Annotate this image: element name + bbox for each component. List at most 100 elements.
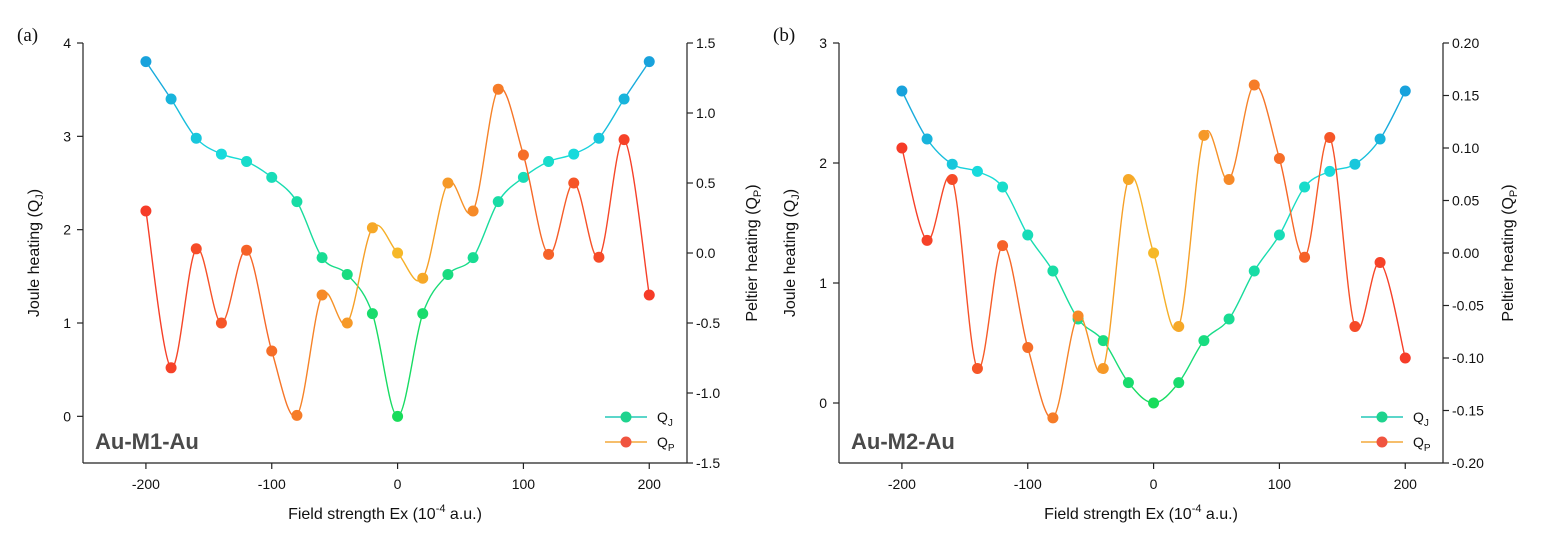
qj-point: [1349, 158, 1361, 170]
qp-line-segment: [1178, 135, 1205, 327]
qp-line-segment: [522, 154, 550, 256]
qp-point: [291, 409, 303, 421]
x-axis-title-tail: a.u.): [1201, 506, 1237, 523]
qj-point: [392, 410, 404, 422]
qj-point: [165, 93, 177, 105]
panel-label: (a): [17, 25, 38, 46]
qp-point: [1374, 256, 1386, 268]
x-axis-title-main: Field strength Ex (10: [288, 506, 436, 523]
qp-point: [517, 149, 529, 161]
qp-point: [946, 174, 958, 185]
legend-qj-sub: J: [1424, 418, 1429, 429]
qj-point: [618, 93, 630, 105]
y-axis-title-right: Peltier heating (QP): [744, 184, 764, 321]
qp-point: [1148, 247, 1160, 259]
y-tick-label-right: -0.15: [1452, 403, 1484, 419]
legend-qp-label: QP: [657, 434, 675, 454]
qj-point: [1047, 265, 1059, 277]
y-tick-label-left: 1: [63, 315, 71, 331]
sample-name: Au-M1-Au: [95, 429, 199, 454]
qj-point: [241, 156, 253, 168]
y-tick-label-left: 3: [819, 35, 827, 51]
qp-point: [442, 177, 454, 189]
qp-point: [1122, 174, 1134, 185]
qp-point: [266, 345, 278, 357]
qj-point: [1122, 377, 1134, 389]
qp-point: [1223, 174, 1235, 185]
y-axis-title-left-main: Joule heating (Q: [782, 200, 799, 317]
qj-point: [467, 252, 479, 264]
qj-point: [215, 148, 227, 160]
qp-line-segment: [170, 248, 197, 369]
qj-point: [266, 171, 278, 183]
qj-point: [643, 56, 655, 68]
x-tick-label: 0: [394, 476, 402, 492]
qp-line-segment: [1102, 179, 1130, 369]
y-axis-title-right-main: Peltier heating (Q: [744, 197, 761, 322]
qj-point: [1223, 313, 1235, 325]
y-tick-label-left: 2: [63, 222, 71, 238]
qp-line-segment: [573, 182, 600, 258]
y-tick-label-right: -1.5: [696, 455, 720, 471]
qp-line-segment: [901, 147, 928, 241]
x-tick-label: -100: [1014, 476, 1042, 492]
legend-qp-sub: P: [668, 443, 675, 454]
y-axis-title-right: Peltier heating (QP): [1500, 184, 1520, 321]
qj-line-segment: [1228, 270, 1255, 320]
y-axis-title-right-sub: P: [752, 190, 764, 197]
x-axis-title-main: Field strength Ex (10: [1044, 506, 1192, 523]
qp-line-segment: [1354, 261, 1381, 331]
y-tick-label-left: 0: [63, 408, 71, 424]
qj-line-segment: [170, 98, 197, 139]
qp-point: [316, 289, 328, 301]
qp-line-segment: [1379, 261, 1406, 359]
qp-point: [492, 83, 504, 95]
legend-qp-marker: [1376, 436, 1388, 448]
qj-line-segment: [145, 61, 172, 100]
panel-label: (b): [773, 25, 795, 46]
qp-line-segment: [1027, 347, 1054, 419]
y-tick-label-right: 0.20: [1452, 35, 1479, 51]
qp-line-segment: [1278, 158, 1306, 258]
qj-point: [997, 181, 1009, 193]
qp-point: [1072, 310, 1084, 322]
qp-point: [921, 234, 933, 246]
qj-line-segment: [1178, 340, 1205, 384]
qp-line-segment: [271, 350, 298, 418]
qp-line-segment: [1253, 84, 1281, 159]
qj-point: [316, 252, 328, 264]
qp-point: [593, 251, 605, 263]
y-axis-title-left-main: Joule heating (Q: [26, 200, 43, 317]
y-axis-title-left-tail: ): [26, 189, 43, 194]
qj-point: [190, 132, 202, 144]
y-tick-label-left: 3: [63, 128, 71, 144]
y-axis-title-left-tail: ): [782, 189, 799, 194]
y-tick-label-right: 0.00: [1452, 245, 1479, 261]
y-tick-label-left: 2: [819, 155, 827, 171]
qp-line-segment: [497, 87, 525, 156]
y-tick-label-right: 1.5: [696, 35, 716, 51]
qp-line-segment: [472, 88, 499, 212]
legend-qj-label: QJ: [1413, 409, 1429, 429]
x-axis-title-exponent: -4: [1192, 503, 1202, 515]
qp-point: [1047, 412, 1059, 424]
legend-qj-marker: [620, 411, 632, 423]
qp-point: [643, 289, 655, 301]
x-tick-label: -200: [888, 476, 916, 492]
qj-point: [1324, 165, 1336, 177]
qp-point: [896, 142, 908, 154]
qj-line-segment: [296, 201, 323, 259]
qj-point: [1374, 133, 1386, 145]
qj-line-segment: [623, 61, 650, 100]
qp-point: [1248, 79, 1260, 91]
qp-point: [997, 240, 1009, 252]
x-tick-label: 200: [1394, 476, 1418, 492]
x-axis-title: Field strength Ex (10-4 a.u.): [1044, 503, 1238, 523]
legend-qp-sub: P: [1424, 443, 1431, 454]
y-tick-label-right: -0.20: [1452, 455, 1484, 471]
qj-point: [1173, 377, 1185, 389]
qp-line-segment: [145, 210, 172, 369]
